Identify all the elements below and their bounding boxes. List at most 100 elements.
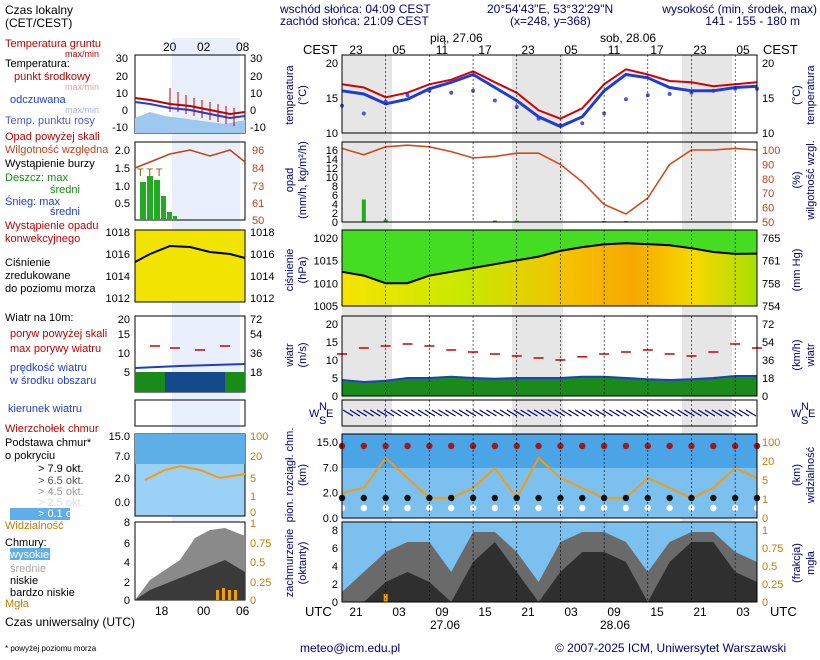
time-tick-bottom: 03 bbox=[736, 605, 750, 619]
date2-bottom: 28.06 bbox=[600, 618, 630, 632]
wind-dir-arrow bbox=[704, 409, 716, 417]
night-band bbox=[342, 55, 392, 602]
cloud-base-mark bbox=[491, 494, 499, 502]
cover-unit: (oktanty) bbox=[297, 542, 309, 585]
axis-tick: 90 bbox=[762, 159, 774, 171]
legend-pres-panel bbox=[134, 229, 246, 303]
legend-high: wysokie bbox=[9, 549, 49, 561]
wind-dir-arrow bbox=[349, 409, 361, 417]
footer-copyright: © 2007-2025 ICM, Uniwersytet Warszawski bbox=[555, 641, 786, 655]
rain-bar bbox=[514, 220, 519, 222]
pres-unit-mmhg: (mm Hg) bbox=[791, 249, 803, 292]
compass-right: N W E S bbox=[791, 401, 815, 427]
temp-unit: (°C) bbox=[297, 85, 309, 105]
pres-unit: (hPa) bbox=[297, 257, 309, 284]
axis-tick: 758 bbox=[762, 278, 780, 290]
cloud-base-light-mark bbox=[404, 504, 411, 512]
axis-tick: 1 bbox=[762, 525, 768, 537]
date2-top: sob, 28.06 bbox=[600, 31, 656, 45]
legend-dew: Temp. punktu rosy bbox=[5, 115, 95, 127]
utc-right: UTC bbox=[770, 604, 797, 619]
tick: 18 bbox=[250, 367, 262, 379]
dew-point-mark bbox=[623, 97, 628, 102]
axis-tick: 4 bbox=[332, 199, 338, 211]
wind-dir-arrow bbox=[670, 409, 682, 417]
tick: 20 bbox=[118, 314, 130, 326]
elevation-values: 141 - 155 - 180 m bbox=[705, 14, 800, 28]
wind-dir-arrow bbox=[370, 409, 381, 417]
panel-frame bbox=[341, 229, 758, 307]
legend-okt01: > 0.1 okt. bbox=[38, 508, 84, 520]
axis-tick: 0 bbox=[332, 597, 338, 609]
wind-dir-arrow bbox=[656, 409, 668, 417]
cloud-base-light-mark bbox=[360, 504, 368, 512]
small-top-tick: 08 bbox=[236, 40, 250, 54]
tick: 0.25 bbox=[250, 577, 271, 589]
wind-dir-arrow bbox=[499, 409, 511, 417]
small-bottom-tick: 06 bbox=[236, 604, 250, 618]
cloud-top-mark bbox=[491, 442, 499, 450]
mid-temp-line bbox=[341, 68, 758, 120]
axis-tick: 5 bbox=[332, 373, 338, 385]
tick: 1.5 bbox=[115, 163, 130, 175]
axis-tick: 2 bbox=[332, 208, 338, 220]
time-tick-bottom: 03 bbox=[392, 605, 406, 619]
legend-mid: średnie bbox=[10, 563, 46, 575]
panel-frame bbox=[341, 315, 758, 397]
wind-dir-arrow bbox=[540, 409, 552, 417]
cest-right: CEST bbox=[763, 42, 798, 57]
wind-dir-arrow bbox=[650, 409, 661, 417]
cloud-base-mark bbox=[404, 494, 411, 502]
wind-dir-arrow bbox=[636, 409, 648, 417]
wind-dir-arrow bbox=[615, 409, 627, 417]
axis-tick: 72 bbox=[762, 319, 774, 331]
wind-dir-arrow bbox=[677, 409, 689, 417]
axis-tick: 8 bbox=[332, 181, 338, 193]
dew-point-mark bbox=[405, 93, 410, 98]
wind-dir-arrow bbox=[691, 409, 702, 417]
wind-dir-arrow bbox=[622, 409, 634, 417]
axis-tick: 0.5 bbox=[762, 561, 777, 573]
tick: 10 bbox=[250, 88, 262, 100]
tick: 2 bbox=[124, 577, 130, 589]
cest-left: CEST bbox=[303, 42, 338, 57]
wind-dir-arrow bbox=[417, 409, 429, 417]
tick: 73 bbox=[252, 181, 264, 193]
legend-gust-over: poryw powyżej skali bbox=[10, 328, 107, 340]
time-tick-top: 11 bbox=[436, 43, 449, 57]
small-bottom-tick: 00 bbox=[197, 604, 211, 618]
wind-dir-arrow bbox=[738, 409, 750, 417]
cloud-top-mark bbox=[579, 442, 586, 450]
cloud-panel-top-bg bbox=[342, 434, 757, 468]
legend-humidity: Wilgotność względna bbox=[5, 144, 109, 156]
wind-dir-arrow bbox=[472, 409, 484, 417]
small-top-tick: 02 bbox=[197, 40, 211, 54]
cover-label: zachmurzenie bbox=[284, 529, 296, 597]
tick: 7.0 bbox=[115, 451, 130, 463]
footer-email[interactable]: meteo@icm.edu.pl bbox=[300, 641, 400, 655]
cloud-base-light-mark bbox=[622, 504, 630, 512]
wind-dir-arrow bbox=[527, 409, 538, 417]
legend-felt: odczuwana bbox=[10, 94, 67, 106]
axis-tick: 10 bbox=[762, 128, 774, 140]
wind-dir-arrow bbox=[438, 409, 449, 417]
wind-dir-arrow bbox=[561, 409, 572, 417]
wind-dir-arrow bbox=[410, 409, 422, 417]
temp-label-right: temperatura bbox=[805, 64, 817, 124]
dew-point-mark bbox=[580, 121, 585, 126]
wind-unit-kmh: (km/h) bbox=[791, 339, 803, 370]
cloud-top-mark bbox=[710, 442, 717, 450]
footer-note: * powyżej poziomu morza bbox=[5, 644, 97, 653]
felt-temp-line bbox=[341, 72, 758, 129]
legend-pressure2: zredukowane bbox=[5, 270, 70, 282]
dew-point-mark bbox=[602, 111, 607, 116]
wind-dir-arrow bbox=[554, 409, 566, 417]
tick: 1016 bbox=[106, 249, 130, 261]
axis-tick: 15 bbox=[762, 93, 774, 105]
tick: 1016 bbox=[250, 249, 274, 261]
axis-tick: 100 bbox=[762, 145, 780, 157]
legend-local-time2: (CET/CEST) bbox=[5, 16, 72, 30]
axis-tick: 0 bbox=[762, 391, 768, 403]
grid-text: (x=248, y=368) bbox=[510, 14, 591, 28]
